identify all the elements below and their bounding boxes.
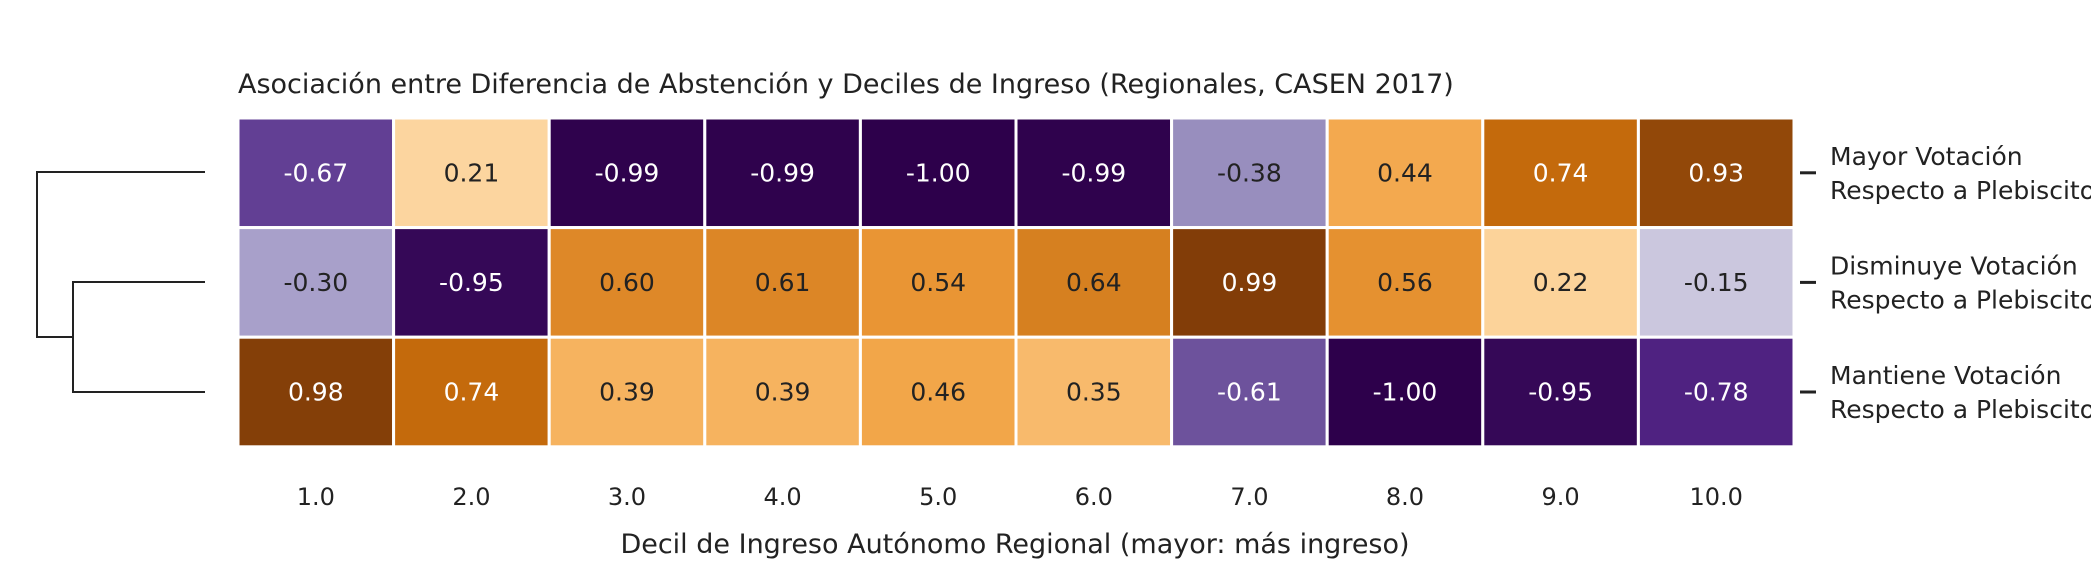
heatmap-cell [1481, 226, 1640, 339]
x-tick-label: 5.0 [919, 483, 957, 511]
heatmap-cell [1481, 335, 1640, 449]
x-tick-label: 10.0 [1689, 483, 1742, 511]
dendrogram-branch-outer [36, 171, 205, 338]
heatmap-cell [1636, 226, 1796, 339]
cell-value-label: -1.00 [1373, 378, 1438, 407]
cell-value-label: -0.30 [283, 268, 348, 297]
cell-value-label: -0.95 [1528, 378, 1593, 407]
cell-value-label: 0.39 [599, 378, 655, 407]
cell-value-label: -0.95 [439, 268, 504, 297]
cell-value-label: -0.78 [1684, 378, 1749, 407]
cell-value-label: 0.74 [444, 378, 500, 407]
cell-value-label: 0.39 [755, 378, 811, 407]
cell-value-label: -1.00 [906, 158, 971, 187]
cell-value-label: 0.54 [910, 268, 966, 297]
heatmap-cell [1014, 226, 1174, 339]
cell-value-label: 0.22 [1533, 268, 1589, 297]
heatmap-cell [392, 335, 551, 449]
dendrogram-branch-inner [72, 281, 205, 393]
x-tick-label: 4.0 [764, 483, 802, 511]
cell-value-label: -0.61 [1217, 378, 1282, 407]
chart-title: Asociación entre Diferencia de Abstenció… [238, 69, 1454, 100]
x-tick-label: 1.0 [297, 483, 335, 511]
heatmap-cell [1325, 226, 1485, 339]
x-tick-label: 2.0 [452, 483, 490, 511]
heatmap-cell [1636, 335, 1796, 449]
cell-value-label: 0.93 [1688, 158, 1744, 187]
cell-value-label: -0.99 [595, 158, 660, 187]
heatmap-cell [1170, 226, 1329, 339]
heatmap-cell [703, 226, 862, 339]
row-label: Respecto a Plebiscito [1830, 395, 2091, 424]
cell-value-label: 0.60 [599, 268, 655, 297]
heatmap-cell [1325, 116, 1485, 230]
cell-value-label: 0.74 [1533, 158, 1589, 187]
row-label: Respecto a Plebiscito [1830, 285, 2091, 314]
x-axis-label: Decil de Ingreso Autónomo Regional (mayo… [620, 529, 1409, 560]
x-tick-label: 7.0 [1230, 483, 1268, 511]
x-tick-label: 6.0 [1075, 483, 1113, 511]
heatmap-cell [392, 116, 551, 230]
row-label: Mayor Votación [1830, 142, 2023, 171]
heatmap-cell [236, 116, 396, 230]
heatmap-cell [1014, 116, 1174, 230]
x-tick-label: 9.0 [1542, 483, 1580, 511]
row-labels: Mayor Votación Respecto a Plebiscito Dismi… [1800, 142, 2091, 424]
cell-value-label: -0.99 [750, 158, 815, 187]
heatmap-cell [547, 335, 707, 449]
cell-value-label: -0.99 [1061, 158, 1126, 187]
cell-value-label: 0.99 [1222, 268, 1278, 297]
heatmap-cell [1636, 116, 1796, 230]
x-tick-labels: 1.0 2.0 3.0 4.0 5.0 6.0 7.0 8.0 9.0 10.0 [297, 483, 1743, 511]
heatmap-cell [858, 335, 1018, 449]
heatmap-cells: -0.67 0.21 -0.99 -0.99 -1.00 -0.99 -0.38 0.44 0.… [236, 116, 1796, 449]
cell-value-label: -0.38 [1217, 158, 1282, 187]
x-tick-label: 3.0 [608, 483, 646, 511]
row-dendrogram [36, 171, 205, 393]
row-label: Disminuye Votación [1830, 251, 2078, 280]
heatmap-cell [392, 226, 551, 339]
cell-value-label: 0.44 [1377, 158, 1433, 187]
cell-value-label: 0.35 [1066, 378, 1122, 407]
x-tick-label: 8.0 [1386, 483, 1424, 511]
cell-value-label: 0.61 [755, 268, 811, 297]
row-label: Respecto a Plebiscito [1830, 176, 2091, 205]
cell-value-label: 0.64 [1066, 268, 1122, 297]
cell-value-label: 0.46 [910, 378, 966, 407]
heatmap-cell [1325, 335, 1485, 449]
heatmap-cell [1170, 335, 1329, 449]
cell-value-label: 0.98 [288, 378, 344, 407]
cell-value-label: -0.67 [283, 158, 348, 187]
cell-value-label: 0.21 [444, 158, 500, 187]
heatmap-cell [236, 335, 396, 449]
cell-value-label: -0.15 [1684, 268, 1749, 297]
cell-value-label: 0.56 [1377, 268, 1433, 297]
row-label: Mantiene Votación [1830, 361, 2061, 390]
